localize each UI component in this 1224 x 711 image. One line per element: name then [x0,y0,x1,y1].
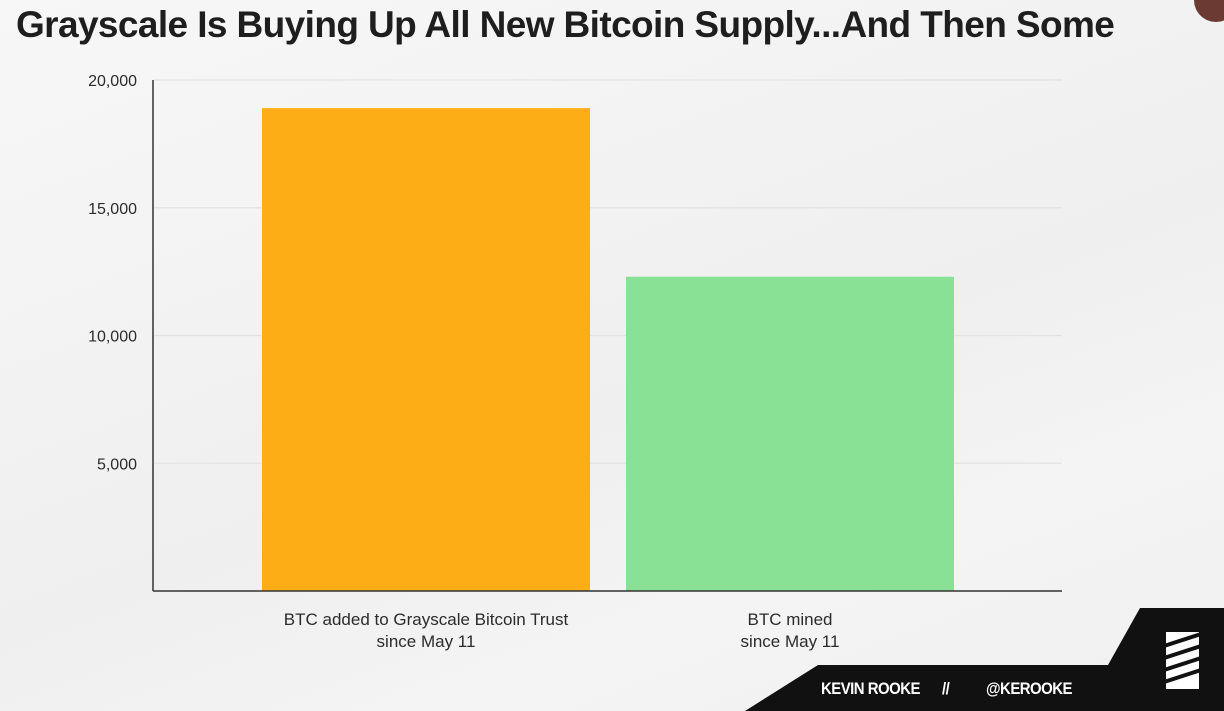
x-tick-label: BTC mined since May 11 [741,610,840,651]
y-tick-label: 10,000 [88,329,137,346]
brand-dot [1194,0,1224,22]
bar [262,108,590,591]
y-tick-label: 5,000 [97,456,137,473]
chart-title: Grayscale Is Buying Up All New Bitcoin S… [16,4,1115,45]
y-tick-label: 15,000 [88,201,137,218]
bar [626,276,954,591]
bars [262,108,954,591]
axes [152,80,1062,592]
y-tick-label: 20,000 [88,73,137,90]
x-tick-label: BTC added to Grayscale Bitcoin Trust sinc… [284,610,569,651]
tick-labels: 5,000 10,000 15,000 20,000 BTC added to Gray… [88,73,839,651]
